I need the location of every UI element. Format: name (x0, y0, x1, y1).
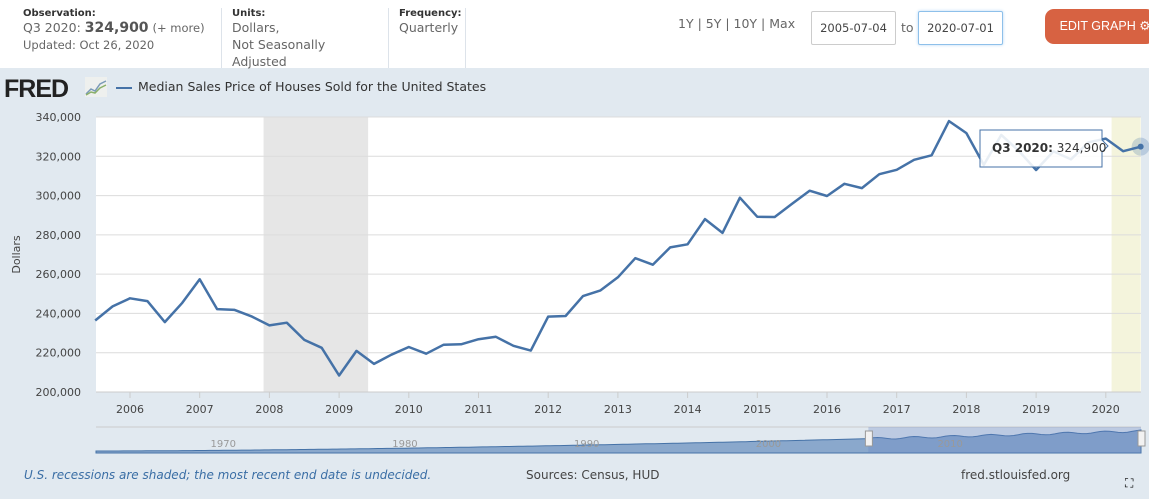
navigator-tick-label: 2010 (937, 439, 962, 450)
y-tick-label: 300,000 (36, 190, 82, 203)
units-value-1: Dollars, (232, 20, 280, 35)
y-tick-label: 280,000 (36, 229, 82, 242)
date-to-input[interactable]: 2020-07-01 (918, 11, 1003, 45)
y-tick-label: 200,000 (36, 386, 82, 399)
range-1y[interactable]: 1Y (678, 16, 694, 31)
more-link[interactable]: (+ more) (152, 21, 205, 35)
x-tick-label: 2009 (325, 403, 353, 416)
y-tick-label: 220,000 (36, 347, 82, 360)
units-block: Units: Dollars, Not Seasonally Adjusted (232, 8, 389, 69)
x-tick-label: 2014 (674, 403, 702, 416)
chart: 200,000 220,000 240,000 260,000 280,000 300,0… (10, 111, 1149, 454)
y-tick-label: 240,000 (36, 307, 82, 320)
y-tick-label: 320,000 (36, 150, 82, 163)
edit-graph-button[interactable]: EDIT GRAPH ⚙ (1045, 9, 1149, 44)
legend-swatch (116, 86, 132, 89)
observation-block: Observation: Q3 2020: 324,900 (+ more) U… (23, 8, 222, 68)
range-selector: 1Y | 5Y | 10Y | Max (678, 16, 796, 31)
observation-value: 324,900 (84, 20, 149, 36)
recession-note: U.S. recessions are shaded; the most rec… (24, 468, 432, 482)
range-10y[interactable]: 10Y (733, 16, 758, 31)
recession-band (1111, 117, 1141, 392)
legend-label: Median Sales Price of Houses Sold for th… (138, 79, 487, 94)
range-max[interactable]: Max (769, 16, 796, 31)
gear-icon: ⚙ (1139, 19, 1149, 33)
navigator-tick-label: 2000 (756, 439, 781, 450)
site-link[interactable]: fred.stlouisfed.org (961, 468, 1071, 482)
x-tick-label: 2008 (255, 403, 283, 416)
units-label: Units: (232, 8, 266, 19)
x-tick-label: 2006 (116, 403, 144, 416)
tooltip-text: Q3 2020: 324,900 (992, 141, 1106, 155)
edit-graph-label: EDIT GRAPH (1059, 19, 1136, 33)
updated-date: Updated: Oct 26, 2020 (23, 38, 155, 52)
navigator-handle[interactable] (1137, 430, 1146, 447)
x-tick-label: 2016 (813, 403, 841, 416)
recession-band (263, 117, 369, 392)
x-tick-label: 2015 (743, 403, 771, 416)
y-tick-label: 340,000 (36, 111, 82, 124)
tooltip-value: 324,900 (1053, 141, 1106, 155)
x-tick-label: 2019 (1022, 403, 1050, 416)
navigator-selection (868, 427, 1141, 453)
tooltip-box (979, 129, 1109, 168)
navigator-handle[interactable] (864, 430, 873, 447)
observation-period: Q3 2020: (23, 20, 81, 35)
x-tick-label: 2020 (1092, 403, 1120, 416)
tooltip-period: Q3 2020: (992, 141, 1053, 155)
frequency-block: Frequency: Quarterly (399, 8, 466, 68)
x-tick-label: 2010 (395, 403, 423, 416)
navigator-tick-label: 1990 (574, 439, 599, 450)
navigator-tick-label: 1970 (210, 439, 235, 450)
x-tick-label: 2018 (952, 403, 980, 416)
range-5y[interactable]: 5Y (705, 16, 722, 31)
to-label: to (901, 20, 914, 35)
chart-logo-icon (85, 77, 107, 97)
header: Observation: Q3 2020: 324,900 (+ more) U… (0, 0, 1149, 69)
observation-label: Observation: (23, 8, 96, 19)
units-value-2: Not Seasonally Adjusted (232, 37, 326, 69)
x-tick-label: 2011 (465, 403, 493, 416)
frequency-label: Frequency: (399, 8, 462, 19)
y-axis-title: Dollars (10, 235, 23, 274)
x-tick-label: 2013 (604, 403, 632, 416)
navigator-tick-label: 1980 (392, 439, 417, 450)
x-tick-label: 2007 (186, 403, 214, 416)
frequency-value: Quarterly (399, 20, 459, 35)
hover-point (1137, 143, 1144, 150)
sources: Sources: Census, HUD (526, 468, 660, 482)
x-tick-label: 2017 (883, 403, 911, 416)
y-tick-label: 260,000 (36, 268, 82, 281)
fred-logo: FRED (4, 75, 69, 103)
date-from-input[interactable]: 2005-07-04 (811, 11, 896, 45)
x-tick-label: 2012 (534, 403, 562, 416)
fullscreen-icon[interactable]: ⛶ (1125, 476, 1134, 490)
navigator-series (95, 429, 1142, 454)
legend: Median Sales Price of Houses Sold for th… (116, 79, 486, 94)
